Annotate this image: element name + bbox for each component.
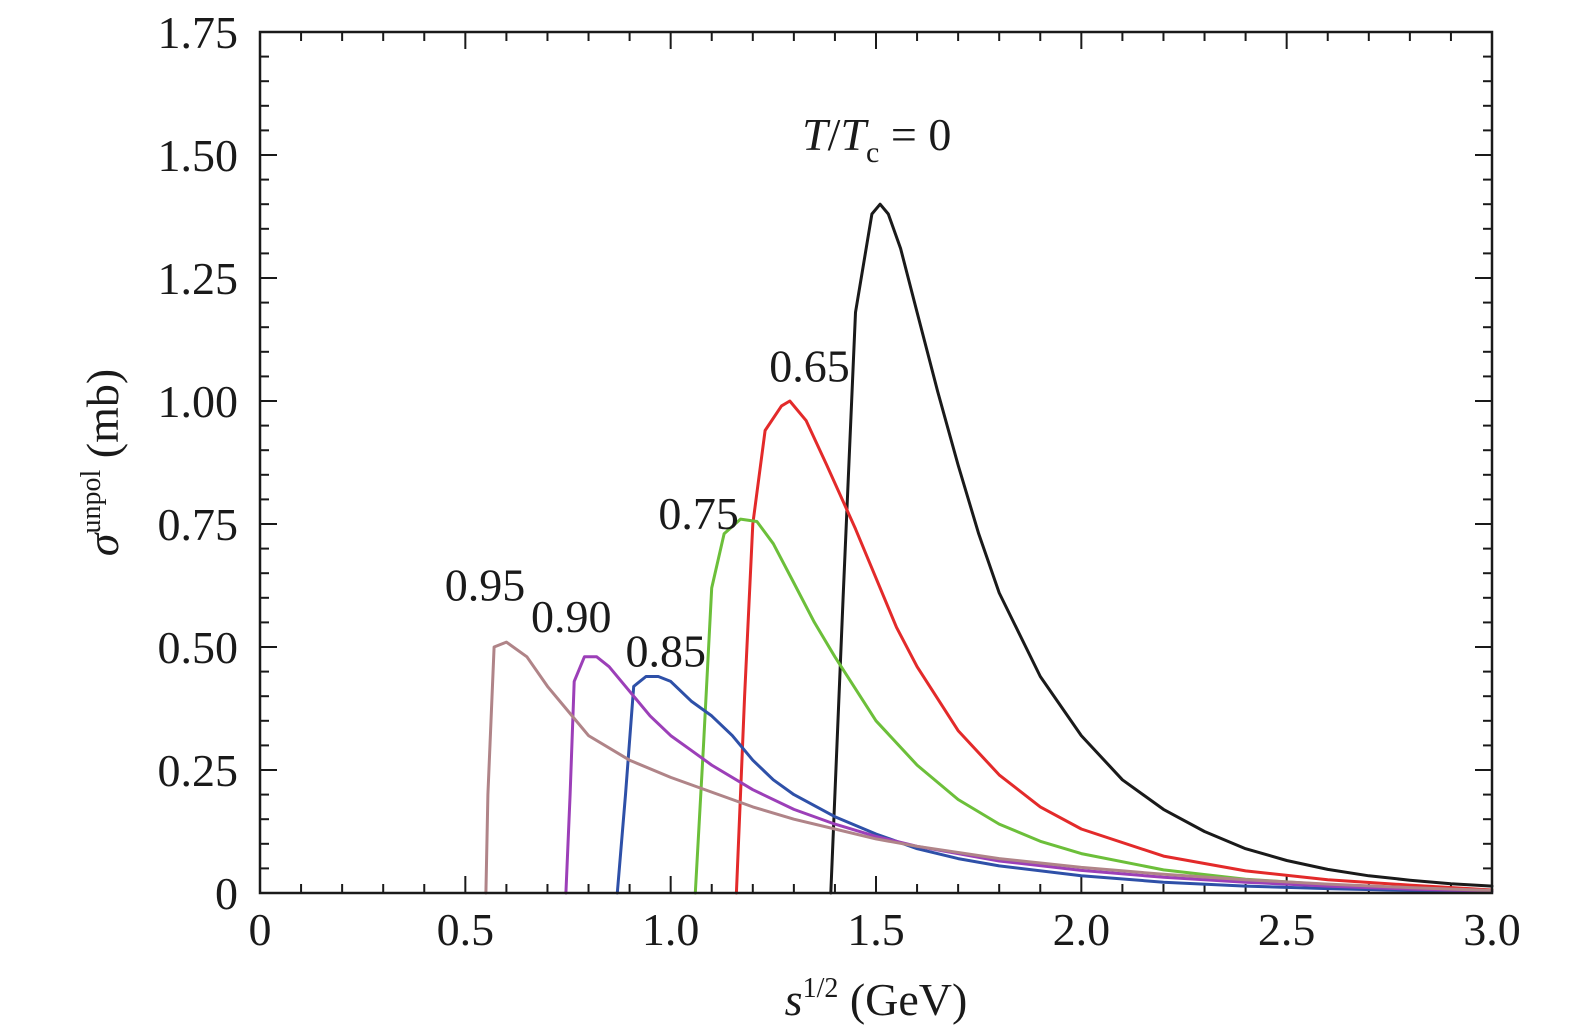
y-axis-title-sup: unpol	[76, 470, 107, 534]
x-tick-label: 2.5	[1258, 904, 1316, 955]
curve-label-0-85: 0.85	[625, 626, 706, 677]
x-axis-title-sup: 1/2	[803, 973, 839, 1004]
y-axis-title-unit: (mb)	[77, 369, 128, 470]
tick-labels: 0 0.5 1.0 1.5 2.0 2.5 3.0 0 0.25 0.50 0.75 1.00 1.25…	[158, 7, 1521, 955]
y-tick-label: 1.00	[158, 376, 239, 427]
curve-label-0-75: 0.75	[658, 488, 739, 539]
x-tick-label: 0	[249, 904, 272, 955]
series-line-0-75	[693, 517, 1494, 895]
y-tick-label: 0.25	[158, 745, 239, 796]
series-line-0-85	[615, 675, 1494, 895]
curve-label-0-90: 0.90	[531, 591, 612, 642]
y-tick-label: 1.75	[158, 7, 239, 58]
y-tick-label: 1.50	[158, 130, 239, 181]
y-tick-label: 0	[215, 868, 238, 919]
x-tick-label: 1.5	[847, 904, 905, 955]
curve-label-0-95: 0.95	[445, 559, 526, 610]
series-line-0	[829, 202, 1494, 895]
curve-label-0: T/Tc = 0	[802, 109, 951, 169]
y-tick-label: 0.75	[158, 499, 239, 550]
y-tick-label: 1.25	[158, 253, 239, 304]
series-line-0-95	[484, 640, 1494, 895]
x-tick-label: 3.0	[1463, 904, 1521, 955]
y-axis-title: σunpol (mb)	[76, 369, 128, 556]
x-tick-label: 2.0	[1053, 904, 1111, 955]
curve-label-0-65: 0.65	[769, 340, 850, 391]
x-axis-title: s1/2 (GeV)	[785, 973, 968, 1025]
curve-labels: T/Tc = 0 0.65 0.75 0.85 0.900.95	[445, 109, 952, 677]
y-axis-title-base: σ	[77, 531, 128, 556]
x-axis-title-unit: (GeV)	[838, 974, 967, 1025]
series-line-0-90	[564, 655, 1494, 895]
series-layer	[484, 202, 1494, 895]
plot-frame	[258, 30, 1494, 895]
y-tick-label: 0.50	[158, 622, 239, 673]
x-tick-label: 0.5	[437, 904, 495, 955]
x-tick-label: 1.0	[642, 904, 700, 955]
series-line-0-65	[734, 399, 1494, 895]
x-axis-title-base: s	[785, 974, 803, 1025]
